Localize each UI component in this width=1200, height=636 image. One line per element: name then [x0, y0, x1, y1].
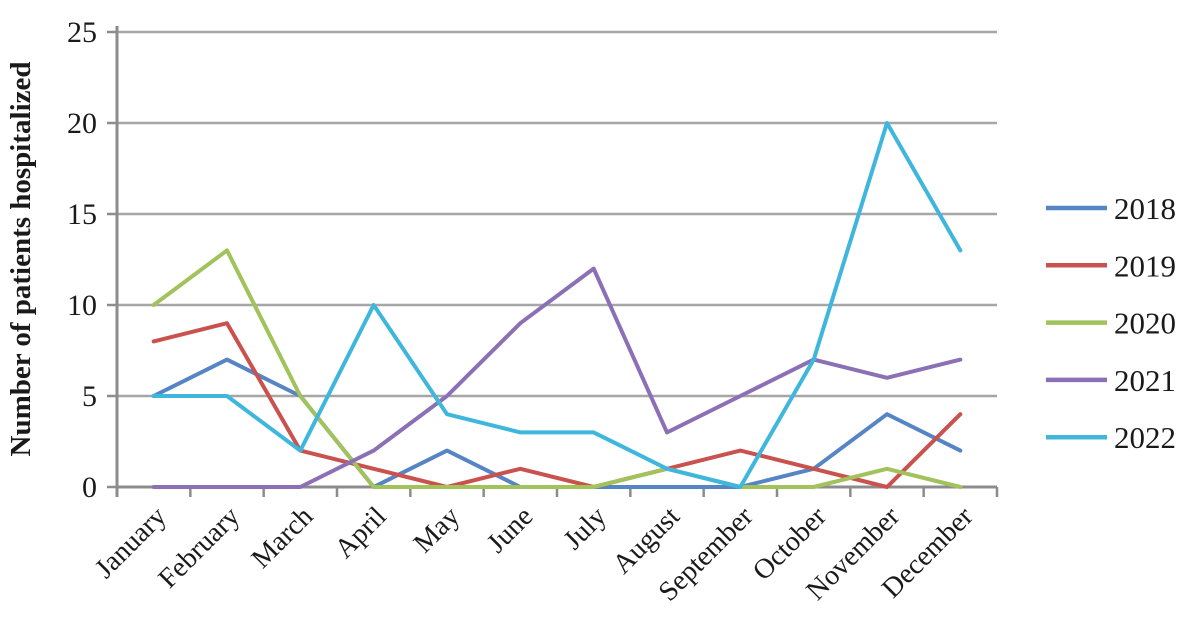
series-line-2020: [151, 248, 963, 489]
legend-label-2022: 2022: [1114, 420, 1176, 455]
y-tick-labels: 0 5 10 15 20 25: [67, 16, 97, 504]
y-axis-title: Number of patients hospitalized: [5, 61, 37, 456]
y-tick-label-20: 20: [67, 107, 97, 140]
x-tick-label-july: July: [558, 501, 613, 556]
y-tick-label-5: 5: [82, 380, 97, 413]
legend-label-2018: 2018: [1114, 191, 1176, 226]
series-line-2021: [151, 266, 963, 489]
y-tick-label-10: 10: [67, 289, 97, 322]
legend: 2018 2019 2020 2021 2022: [1046, 191, 1176, 455]
data-series: [151, 121, 963, 489]
gridlines: [117, 30, 997, 398]
series-line-2018: [151, 357, 963, 489]
legend-label-2021: 2021: [1114, 363, 1176, 398]
y-tick-label-15: 15: [67, 198, 97, 231]
legend-label-2019: 2019: [1114, 248, 1176, 283]
x-tick-label-march: March: [246, 501, 320, 575]
x-tick-label-april: April: [329, 501, 393, 565]
x-tick-label-may: May: [408, 501, 466, 559]
y-tick-label-0: 0: [82, 471, 97, 504]
x-tick-label-june: June: [481, 501, 539, 559]
series-line-2022: [151, 121, 963, 489]
x-tick-label-february: February: [153, 501, 246, 594]
series-line-2019: [151, 321, 963, 489]
legend-label-2020: 2020: [1114, 306, 1176, 341]
y-tick-label-25: 25: [67, 16, 97, 49]
axes: [107, 26, 999, 497]
